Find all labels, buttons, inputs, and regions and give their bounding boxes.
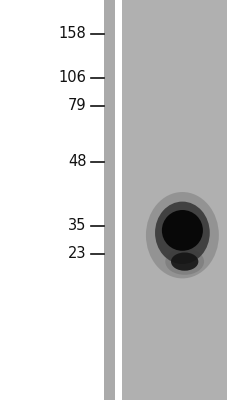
Text: 106: 106 <box>59 70 86 86</box>
Text: 158: 158 <box>59 26 86 42</box>
Ellipse shape <box>161 210 202 251</box>
Ellipse shape <box>154 202 209 264</box>
Bar <box>115 0 121 400</box>
Text: 35: 35 <box>68 218 86 234</box>
Text: 23: 23 <box>68 246 86 262</box>
Bar <box>121 0 227 400</box>
Ellipse shape <box>145 192 218 278</box>
Bar <box>103 0 115 400</box>
Ellipse shape <box>165 248 203 275</box>
Ellipse shape <box>170 252 197 271</box>
Text: 79: 79 <box>68 98 86 114</box>
Text: 48: 48 <box>68 154 86 170</box>
